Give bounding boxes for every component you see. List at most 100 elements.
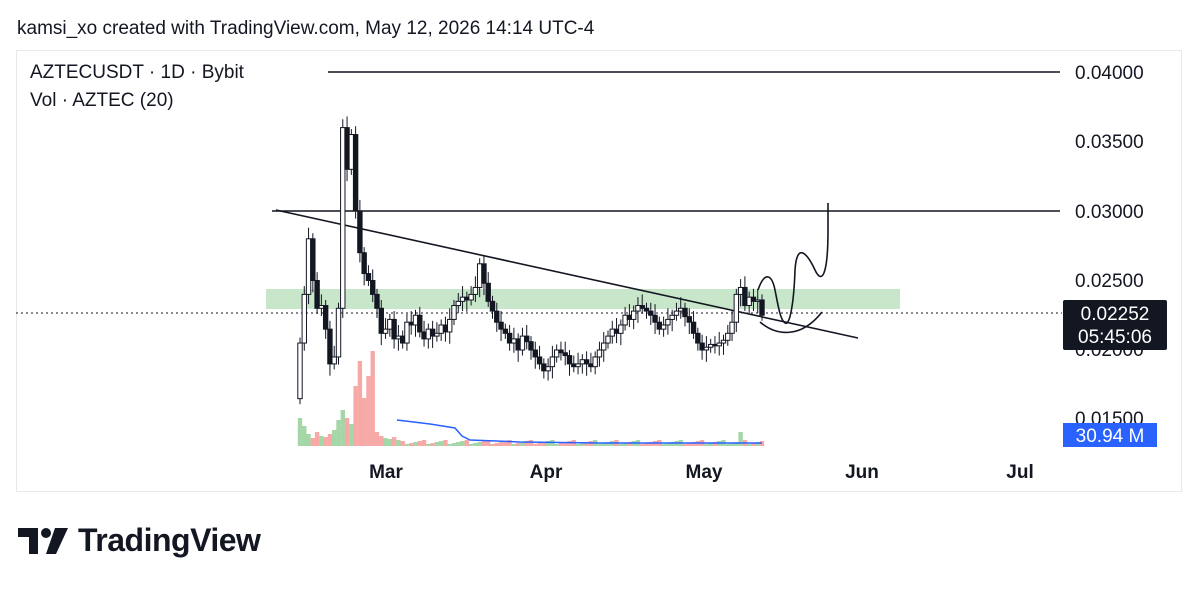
candle-body — [314, 280, 320, 309]
price-chart[interactable]: 0.040000.035000.030000.025000.020000.015… — [0, 0, 1200, 500]
candle-body — [558, 349, 564, 354]
candle-body — [549, 356, 556, 368]
volume-bar — [725, 444, 730, 446]
chart-caption: kamsi_xo created with TradingView.com, M… — [17, 18, 595, 39]
x-axis: Mar Apr May Jun Jul — [369, 462, 1034, 483]
volume-bar — [520, 442, 525, 446]
candle-body — [720, 339, 727, 344]
volume-bar — [434, 442, 440, 446]
candle-body — [712, 343, 718, 347]
candle-body — [378, 307, 384, 334]
volume-bar — [404, 444, 410, 446]
candle-body — [459, 296, 466, 302]
candle-body — [297, 342, 303, 400]
candle-body — [485, 282, 491, 302]
volume-bar — [601, 443, 606, 446]
candle-body — [391, 318, 397, 340]
candle-body — [519, 335, 526, 351]
candle-body — [365, 273, 372, 281]
volume-bar — [537, 443, 542, 446]
volume-bar — [503, 441, 508, 446]
candle-body — [695, 332, 701, 344]
volume-bar — [515, 443, 521, 446]
candle-body — [374, 293, 380, 309]
y-tick-label: 0.02500 — [1075, 271, 1144, 292]
candle-body — [652, 314, 658, 323]
volume-bar — [507, 440, 512, 446]
candle-body — [622, 314, 628, 326]
candle-body — [451, 305, 457, 320]
candle-body — [301, 293, 307, 344]
volume-bar — [533, 444, 538, 446]
candle-body — [382, 328, 389, 334]
volume-bar — [464, 440, 470, 446]
candle-body — [579, 359, 586, 365]
candle-body — [361, 252, 367, 275]
candle-body — [515, 338, 521, 351]
volume-bar — [751, 443, 756, 446]
volume-bar — [661, 444, 666, 446]
volume-bar — [665, 443, 671, 446]
tradingview-logo-icon — [18, 527, 68, 554]
candle-body — [682, 307, 688, 318]
volume-bar — [327, 434, 333, 446]
volume-bar — [336, 420, 341, 446]
candle-body — [729, 321, 735, 334]
candle-body — [340, 127, 346, 309]
candle-body — [352, 134, 359, 212]
volume-bar — [306, 434, 311, 446]
candle-body — [618, 324, 624, 334]
candle-body — [331, 356, 337, 365]
volume-bar — [421, 440, 427, 446]
candle-body — [524, 335, 530, 343]
volume-bar — [511, 444, 517, 446]
volume-bar — [567, 441, 572, 446]
volume-bar — [357, 361, 363, 446]
volume-bar — [473, 443, 478, 446]
volume-bar — [447, 444, 452, 446]
volume-bar — [451, 443, 457, 446]
volume-bar — [734, 442, 739, 446]
tradingview-logo[interactable]: TradingView — [18, 522, 261, 559]
last-price-badge — [1063, 300, 1167, 350]
candle-countdown: 05:45:06 — [1078, 327, 1152, 348]
projection-arc — [759, 311, 823, 334]
volume-bar — [417, 441, 422, 446]
volume-bar — [528, 440, 534, 446]
x-tick-label: Jun — [845, 462, 879, 483]
volume-bar — [383, 438, 388, 446]
symbol-legend[interactable]: AZTECUSDT · 1D · Bybit — [30, 62, 244, 83]
candle-body — [583, 359, 590, 365]
candle-body — [541, 363, 547, 372]
candle-body — [665, 318, 671, 326]
volume-bar — [387, 439, 393, 446]
candle-body — [532, 349, 538, 358]
volume-bar — [563, 442, 568, 446]
volume-bar — [323, 437, 328, 446]
volume-bar — [644, 443, 649, 446]
volume-bar — [627, 442, 632, 446]
volume-bar — [319, 436, 324, 446]
candle-body — [408, 321, 414, 326]
candle-body — [588, 363, 594, 368]
candle-body — [498, 321, 504, 330]
volume-bar — [682, 444, 688, 446]
candle-body — [412, 314, 419, 326]
volume-bar — [302, 426, 307, 446]
volume-bar — [456, 442, 461, 446]
candle-body — [755, 299, 761, 302]
candle-body — [318, 305, 325, 309]
volume-bar — [622, 443, 628, 446]
volume-bar — [332, 430, 337, 446]
y-tick-label: 0.03000 — [1075, 202, 1144, 223]
candle-body — [566, 355, 573, 365]
y-tick-label: 0.03500 — [1075, 132, 1144, 153]
candle-body — [399, 335, 406, 344]
volume-bars — [297, 351, 765, 446]
volume-bar — [438, 441, 444, 446]
candle-body — [310, 238, 316, 282]
candle-body — [472, 286, 479, 295]
volume-legend[interactable]: Vol · AZTEC (20) — [30, 90, 174, 111]
candle-body — [481, 263, 487, 284]
volume-bar — [554, 444, 559, 446]
